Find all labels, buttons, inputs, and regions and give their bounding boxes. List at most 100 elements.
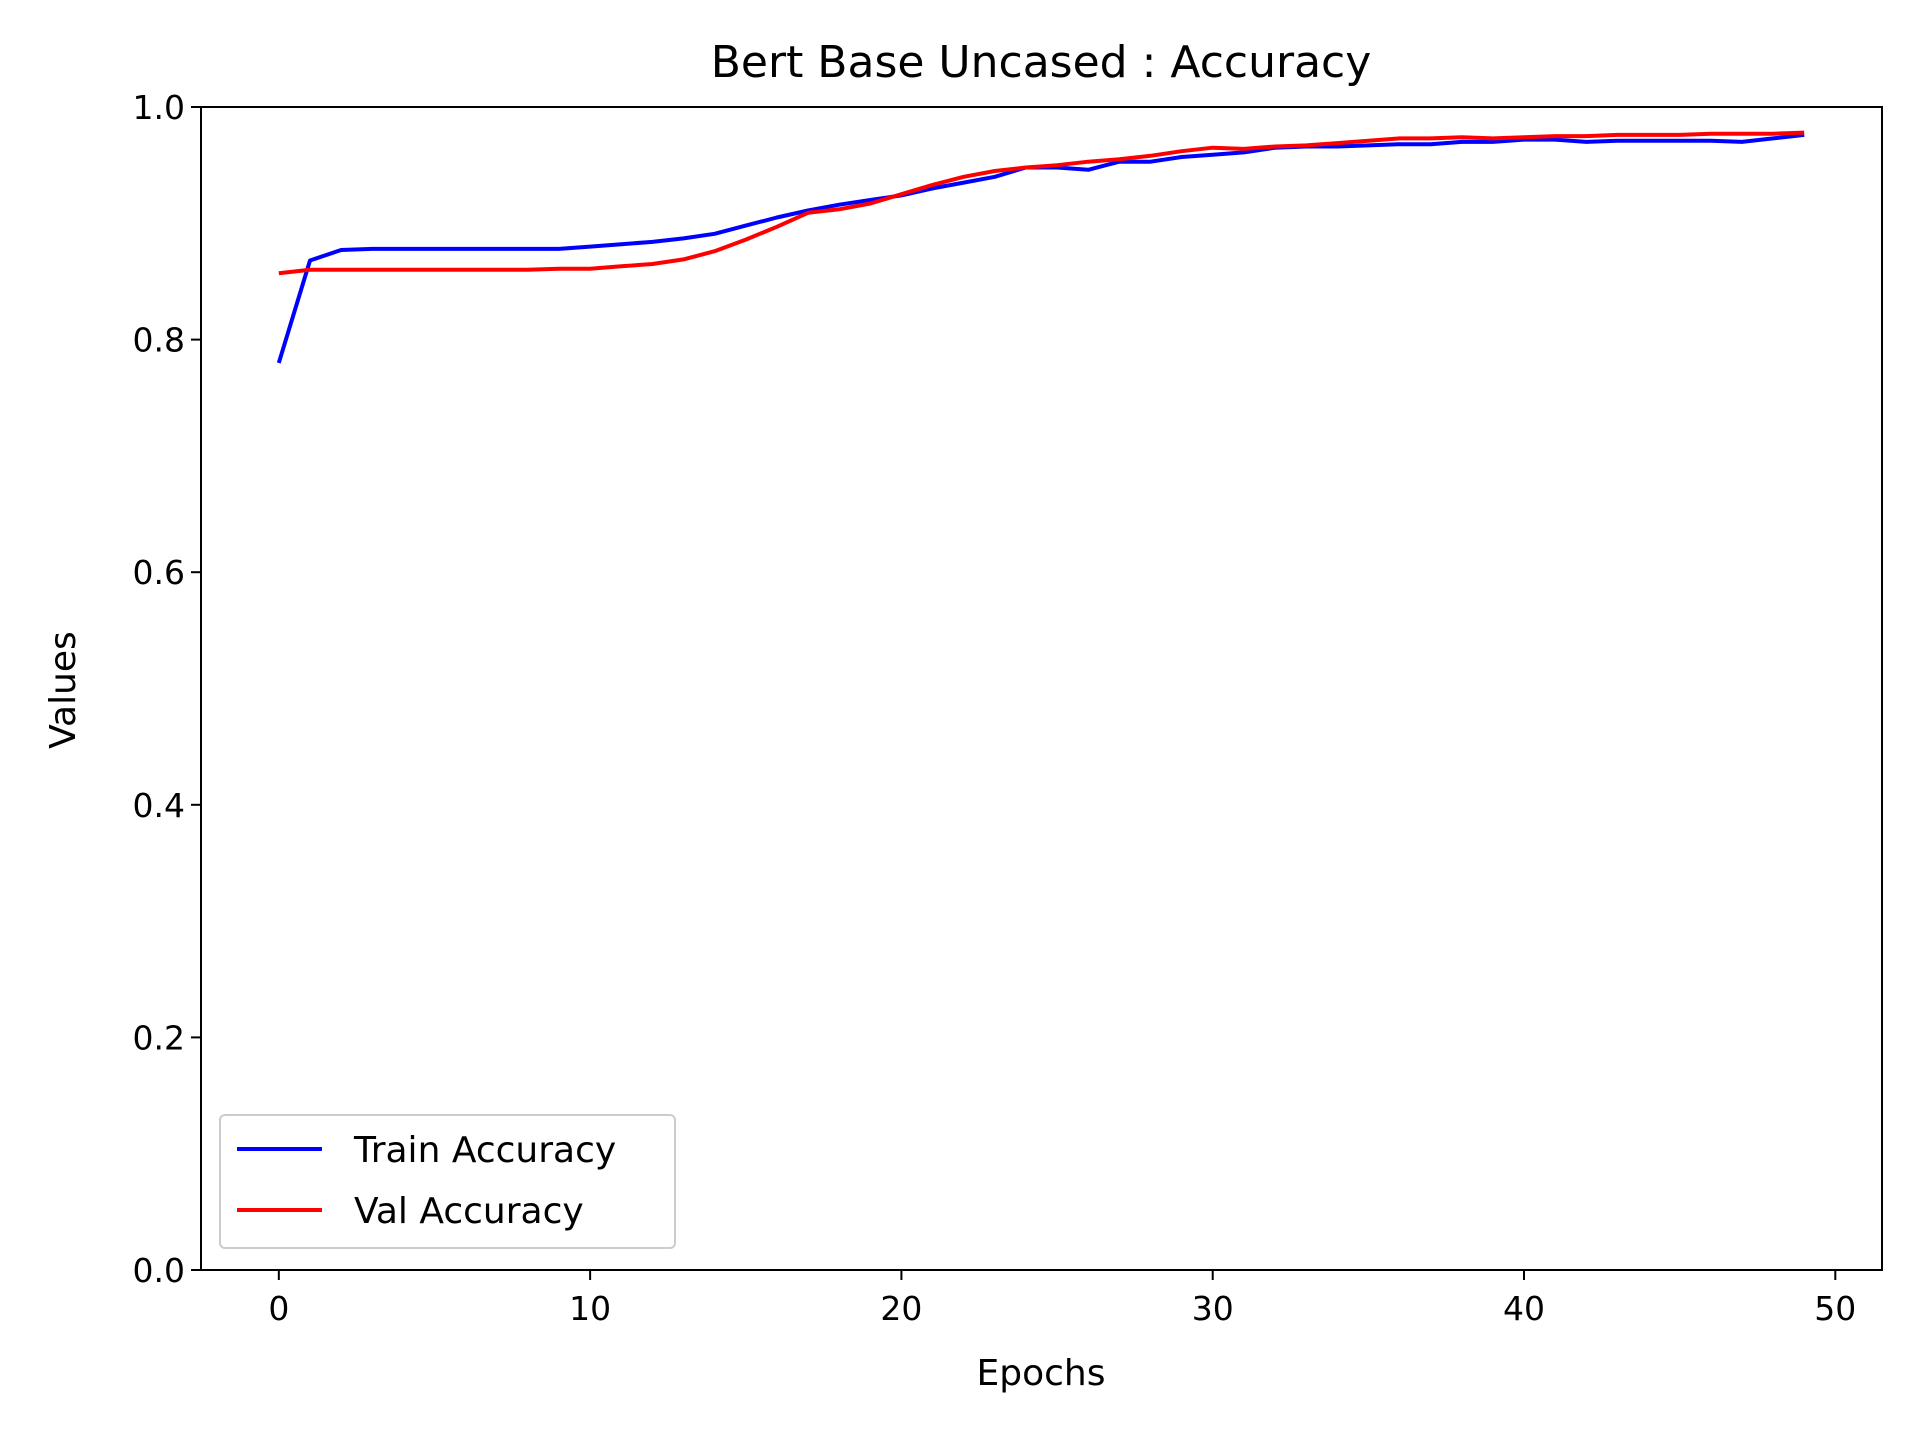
val-accuracy-point [1148, 154, 1152, 158]
x-tick-label: 50 [1814, 1289, 1856, 1328]
val-accuracy-point [1584, 134, 1588, 138]
val-accuracy-point [1086, 160, 1090, 164]
train-accuracy-point [495, 247, 499, 251]
val-accuracy-point [432, 268, 436, 272]
val-accuracy-point [1802, 131, 1806, 135]
val-accuracy-point [1771, 132, 1775, 136]
train-accuracy-point [1211, 153, 1215, 157]
train-accuracy-point [1086, 168, 1090, 172]
train-accuracy-point [1678, 139, 1682, 143]
val-accuracy-point [557, 267, 561, 271]
val-accuracy-line [278, 130, 1805, 276]
val-accuracy-point [619, 264, 623, 268]
val-accuracy-point [1397, 136, 1401, 140]
val-accuracy-point [1304, 143, 1308, 147]
val-accuracy-point [588, 267, 592, 271]
val-accuracy-point [837, 207, 841, 211]
chart-title: Bert Base Uncased : Accuracy [711, 37, 1372, 88]
train-accuracy-point [1429, 142, 1433, 146]
x-tick-label: 20 [880, 1289, 922, 1328]
x-tick-label: 30 [1192, 1289, 1234, 1328]
x-axis-ticks: 0 10 20 30 40 50 [268, 1270, 1856, 1328]
train-accuracy-point [1397, 142, 1401, 146]
val-accuracy-point [1180, 149, 1184, 153]
val-accuracy-point [277, 271, 281, 275]
val-accuracy-point [650, 262, 654, 266]
val-accuracy-point [1242, 147, 1246, 151]
val-accuracy-point [868, 202, 872, 206]
val-accuracy-point [1647, 133, 1651, 137]
val-accuracy-point [899, 192, 903, 196]
y-tick-label: 0.4 [133, 786, 185, 825]
y-tick-label: 0.8 [133, 321, 185, 360]
train-accuracy-point [1180, 155, 1184, 159]
train-accuracy-point [1584, 140, 1588, 144]
val-accuracy-point [1553, 134, 1557, 138]
plot-frame [200, 106, 1883, 1271]
val-accuracy-point [1024, 165, 1028, 169]
train-accuracy-point [1709, 139, 1713, 143]
train-accuracy-point [1491, 140, 1495, 144]
val-accuracy-point [775, 225, 779, 229]
val-accuracy-point [1522, 135, 1526, 139]
train-accuracy-point [1148, 160, 1152, 164]
val-accuracy-point [1429, 136, 1433, 140]
legend-label-train: Train Accuracy [353, 1130, 616, 1171]
train-accuracy-point [1460, 140, 1464, 144]
y-axis-label: Values [43, 631, 84, 749]
val-accuracy-point [682, 257, 686, 261]
val-accuracy-point [713, 249, 717, 253]
val-accuracy-point [962, 175, 966, 179]
val-accuracy-point [370, 268, 374, 272]
y-axis-ticks: 0.0 0.2 0.4 0.6 0.8 1.0 [133, 88, 201, 1290]
val-accuracy-point [1335, 141, 1339, 145]
val-accuracy-point [339, 268, 343, 272]
val-accuracy-point [1615, 133, 1619, 137]
train-accuracy-point [619, 242, 623, 246]
train-accuracy-point [837, 203, 841, 207]
series-layer [276, 130, 1806, 365]
val-accuracy-point [1678, 133, 1682, 137]
train-accuracy-point [1615, 139, 1619, 143]
train-accuracy-point [1647, 139, 1651, 143]
train-accuracy-point [1740, 140, 1744, 144]
val-accuracy-point [1366, 139, 1370, 143]
train-accuracy-point [1242, 150, 1246, 154]
y-tick-label: 0.0 [133, 1251, 185, 1290]
val-accuracy-point [744, 238, 748, 242]
train-accuracy-point [682, 236, 686, 240]
val-accuracy-point [1740, 132, 1744, 136]
x-tick-label: 40 [1503, 1289, 1545, 1328]
train-accuracy-point [464, 247, 468, 251]
train-accuracy-point [339, 248, 343, 252]
val-accuracy-point [1273, 145, 1277, 149]
y-tick-label: 0.6 [133, 553, 185, 592]
val-accuracy-point [401, 268, 405, 272]
val-accuracy-point [931, 183, 935, 187]
x-tick-label: 0 [268, 1289, 289, 1328]
x-axis-label: Epochs [977, 1353, 1106, 1394]
train-accuracy-point [588, 245, 592, 249]
val-accuracy-point [1460, 135, 1464, 139]
val-accuracy-point [1117, 157, 1121, 161]
legend: Train Accuracy Val Accuracy [219, 1114, 676, 1249]
train-accuracy-point [1553, 138, 1557, 142]
x-tick-label: 10 [569, 1289, 611, 1328]
val-accuracy-point [495, 268, 499, 272]
train-accuracy-point [370, 247, 374, 251]
val-accuracy-point [806, 211, 810, 215]
train-accuracy-point [277, 361, 281, 365]
train-accuracy-point [775, 215, 779, 219]
val-accuracy-point [1055, 163, 1059, 167]
train-accuracy-point [744, 224, 748, 228]
val-accuracy-point [993, 169, 997, 173]
legend-label-val: Val Accuracy [354, 1191, 584, 1232]
train-accuracy-point [557, 247, 561, 251]
train-accuracy-point [962, 181, 966, 185]
y-tick-label: 1.0 [133, 88, 185, 127]
train-accuracy-point [432, 247, 436, 251]
y-tick-label: 0.2 [133, 1018, 185, 1057]
legend-box [219, 1114, 676, 1249]
val-accuracy-point [1709, 132, 1713, 136]
